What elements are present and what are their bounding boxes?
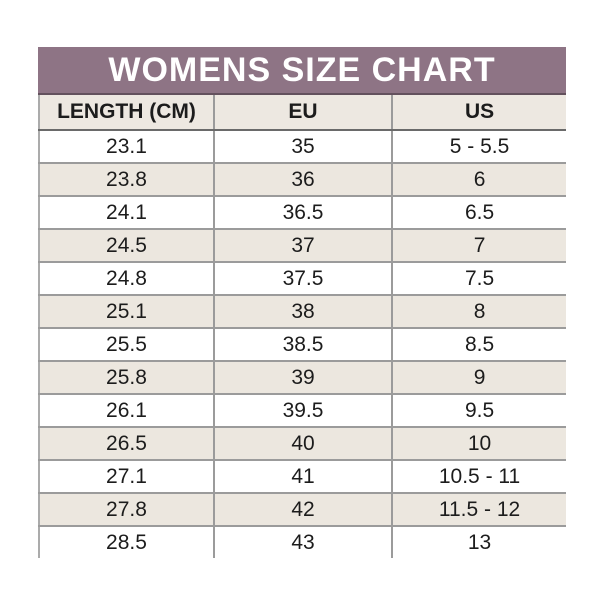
table-row: 25.5 38.5 8.5 <box>38 328 566 362</box>
column-header-us: US <box>392 95 566 131</box>
table-cell: 42 <box>213 493 394 527</box>
chart-title: WOMENS SIZE CHART <box>108 50 496 89</box>
table-cell: 26.1 <box>38 394 215 428</box>
table-row: 24.5 37 7 <box>38 229 566 263</box>
table-row: 27.8 42 11.5 - 12 <box>38 493 566 527</box>
table-cell: 37.5 <box>213 262 394 296</box>
table-cell: 36 <box>213 163 394 197</box>
table-cell: 28.5 <box>38 526 215 558</box>
table-cell: 9.5 <box>392 394 566 428</box>
table-cell: 23.1 <box>38 130 215 164</box>
table-cell: 40 <box>213 427 394 461</box>
table-cell: 9 <box>392 361 566 395</box>
table-cell: 35 <box>213 130 394 164</box>
table-row: 23.1 35 5 - 5.5 <box>38 130 566 164</box>
column-header-length-cm: LENGTH (CM) <box>38 95 215 131</box>
table-cell: 27.1 <box>38 460 215 494</box>
table-cell: 6.5 <box>392 196 566 230</box>
table-cell: 24.5 <box>38 229 215 263</box>
table-cell: 6 <box>392 163 566 197</box>
size-table: LENGTH (CM) EU US 23.1 35 5 - 5.5 23.8 36 6 24… <box>38 95 566 558</box>
table-row: 26.1 39.5 9.5 <box>38 394 566 428</box>
table-cell: 7 <box>392 229 566 263</box>
table-cell: 37 <box>213 229 394 263</box>
table-cell: 25.5 <box>38 328 215 362</box>
table-cell: 10.5 - 11 <box>392 460 566 494</box>
table-row: 24.8 37.5 7.5 <box>38 262 566 296</box>
table-cell: 43 <box>213 526 394 558</box>
table-row: 26.5 40 10 <box>38 427 566 461</box>
table-cell: 25.1 <box>38 295 215 329</box>
table-cell: 23.8 <box>38 163 215 197</box>
size-chart: WOMENS SIZE CHART LENGTH (CM) EU US 23.1… <box>38 47 566 558</box>
table-cell: 13 <box>392 526 566 558</box>
table-cell: 26.5 <box>38 427 215 461</box>
table-cell: 10 <box>392 427 566 461</box>
table-row: 25.1 38 8 <box>38 295 566 329</box>
table-row: 27.1 41 10.5 - 11 <box>38 460 566 494</box>
table-row: 24.1 36.5 6.5 <box>38 196 566 230</box>
table-row: 25.8 39 9 <box>38 361 566 395</box>
table-cell: 8.5 <box>392 328 566 362</box>
table-cell: 11.5 - 12 <box>392 493 566 527</box>
table-cell: 24.8 <box>38 262 215 296</box>
table-cell: 41 <box>213 460 394 494</box>
column-header-eu: EU <box>213 95 394 131</box>
chart-title-bar: WOMENS SIZE CHART <box>38 47 566 95</box>
column-header-row: LENGTH (CM) EU US <box>38 95 566 131</box>
table-cell: 36.5 <box>213 196 394 230</box>
table-cell: 27.8 <box>38 493 215 527</box>
table-body: 23.1 35 5 - 5.5 23.8 36 6 24.1 36.5 6.5 24.5 37 7 24… <box>38 130 566 558</box>
table-row: 28.5 43 13 <box>38 526 566 558</box>
table-cell: 38.5 <box>213 328 394 362</box>
table-cell: 39.5 <box>213 394 394 428</box>
table-cell: 7.5 <box>392 262 566 296</box>
table-cell: 24.1 <box>38 196 215 230</box>
table-cell: 5 - 5.5 <box>392 130 566 164</box>
table-row: 23.8 36 6 <box>38 163 566 197</box>
table-cell: 39 <box>213 361 394 395</box>
table-cell: 38 <box>213 295 394 329</box>
table-cell: 25.8 <box>38 361 215 395</box>
table-cell: 8 <box>392 295 566 329</box>
